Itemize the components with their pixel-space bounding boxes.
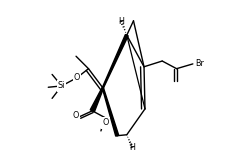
Text: Br: Br	[195, 59, 204, 68]
Polygon shape	[102, 88, 119, 136]
Text: O: O	[74, 73, 80, 82]
Text: Si: Si	[58, 81, 65, 90]
Polygon shape	[102, 35, 128, 88]
Polygon shape	[90, 88, 103, 112]
Text: H: H	[129, 143, 135, 152]
Text: O: O	[72, 110, 79, 119]
Text: O: O	[102, 118, 109, 127]
Text: H: H	[119, 17, 124, 26]
